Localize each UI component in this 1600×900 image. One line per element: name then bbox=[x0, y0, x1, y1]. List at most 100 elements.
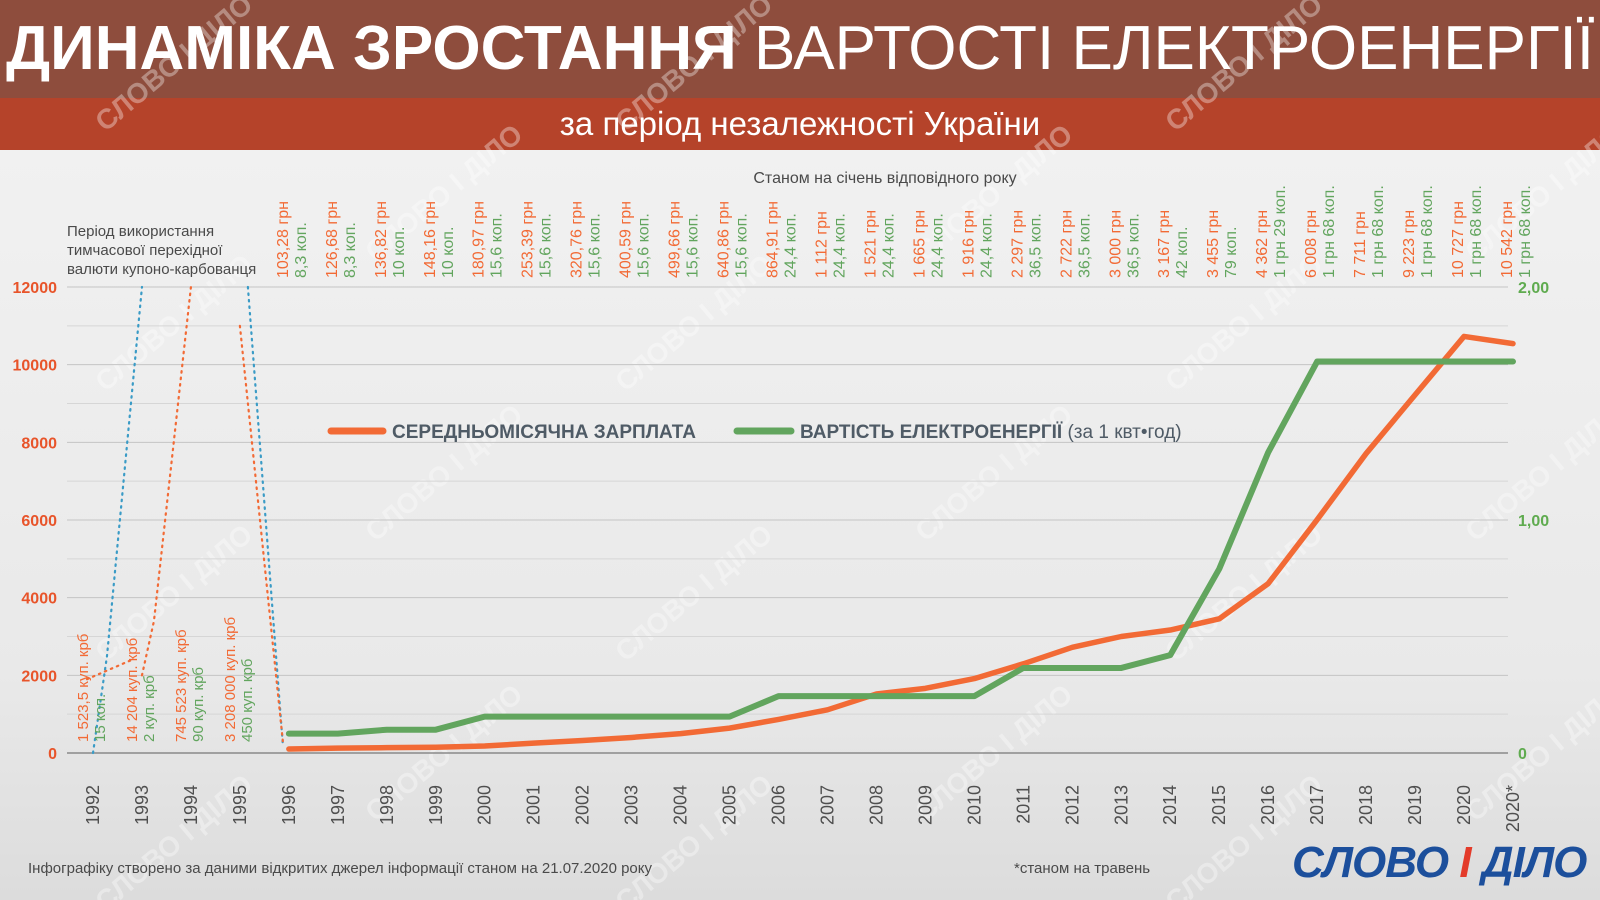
x-tick-label: 2020* bbox=[1503, 785, 1523, 832]
legend-electricity-unit: (за 1 квт•год) bbox=[1062, 422, 1181, 443]
subtitle-bar bbox=[0, 98, 1600, 150]
x-tick-label: 1999 bbox=[426, 785, 446, 825]
price-data-label: 15,6 коп. bbox=[734, 213, 751, 278]
x-tick-label: 2016 bbox=[1258, 785, 1278, 825]
x-tick-label: 2006 bbox=[769, 785, 789, 825]
watermark-text: СЛОВО І ДІЛО bbox=[1159, 0, 1328, 137]
salary-data-label: 10 542 грн bbox=[1499, 201, 1516, 278]
y-right-tick-label: 0 bbox=[1518, 746, 1527, 763]
salary-data-label: 1 916 грн bbox=[960, 210, 977, 278]
salary-data-label: 126,68 грн bbox=[324, 201, 341, 278]
price-data-label: 1 грн 68 коп. bbox=[1517, 185, 1534, 278]
coupon-period-note-line: тимчасової перехідної bbox=[67, 242, 223, 259]
price-data-label: 15,6 коп. bbox=[636, 213, 653, 278]
salary-data-label: 320,76 грн bbox=[569, 201, 586, 278]
x-tick-label: 1992 bbox=[83, 785, 103, 825]
salary-data-label: 9 223 грн bbox=[1401, 210, 1418, 278]
brand-part-2: І bbox=[1459, 838, 1471, 887]
coupon-salary-label: 745 523 куп. крб bbox=[173, 629, 190, 742]
x-tick-label: 1995 bbox=[230, 785, 250, 825]
y-left-tick-label: 8000 bbox=[21, 435, 57, 452]
price-data-label: 8,3 коп. bbox=[293, 222, 310, 278]
salary-data-label: 1 665 грн bbox=[911, 210, 928, 278]
title-bold: ДИНАМІКА ЗРОСТАННЯ bbox=[6, 14, 737, 83]
price-data-label: 36,5 коп. bbox=[1125, 213, 1142, 278]
x-tick-label: 2009 bbox=[915, 785, 935, 825]
salary-data-label: 640,86 грн bbox=[716, 201, 733, 278]
salary-data-label: 136,82 грн bbox=[373, 201, 390, 278]
y-left-tick-label: 10000 bbox=[13, 358, 58, 375]
price-data-label: 42 коп. bbox=[1174, 227, 1191, 278]
x-tick-label: 2018 bbox=[1356, 785, 1376, 825]
salary-data-label: 499,66 грн bbox=[667, 201, 684, 278]
x-tick-label: 2008 bbox=[866, 785, 886, 825]
coupon-price-label: 15 коп. bbox=[92, 694, 109, 742]
x-tick-label: 2004 bbox=[671, 785, 691, 825]
legend-salary-label: СЕРЕДНЬОМІСЯЧНА ЗАРПЛАТА bbox=[392, 422, 696, 443]
coupon-price-label: 2 куп. крб bbox=[141, 675, 158, 742]
watermark-text: СЛОВО І ДІЛО bbox=[609, 0, 778, 137]
coupon-period-note-line: Період використання bbox=[67, 223, 214, 240]
x-tick-label: 2017 bbox=[1307, 785, 1327, 825]
coupon-salary-dotted-line-95-96 bbox=[238, 324, 284, 743]
source-note: Інфографіку створено за даними відкритих… bbox=[28, 860, 653, 877]
coupon-salary-label: 14 204 куп. крб bbox=[124, 638, 141, 742]
price-data-label: 24,4 коп. bbox=[783, 213, 800, 278]
asterisk-note: *станом на травень bbox=[1014, 860, 1151, 877]
x-tick-label: 2000 bbox=[475, 785, 495, 825]
y-left-tick-label: 6000 bbox=[21, 513, 57, 530]
salary-data-label: 6 008 грн bbox=[1303, 210, 1320, 278]
watermark-text: СЛОВО І ДІЛО bbox=[909, 398, 1078, 547]
price-data-label: 1 грн 68 коп. bbox=[1321, 185, 1338, 278]
watermark-text: СЛОВО І ДІЛО bbox=[359, 398, 528, 547]
y-left-tick-label: 4000 bbox=[21, 591, 57, 608]
price-data-label: 1 грн 68 коп. bbox=[1468, 185, 1485, 278]
salary-data-label: 148,16 грн bbox=[422, 201, 439, 278]
x-tick-label: 1998 bbox=[377, 785, 397, 825]
price-data-label: 24,4 коп. bbox=[978, 213, 995, 278]
price-data-label: 1 грн 68 коп. bbox=[1419, 185, 1436, 278]
price-data-label: 1 грн 68 коп. bbox=[1370, 185, 1387, 278]
salary-data-label: 400,59 грн bbox=[618, 201, 635, 278]
coupon-salary-label: 3 208 000 куп. крб bbox=[222, 617, 239, 742]
y-right-tick-label: 2,00 bbox=[1518, 280, 1549, 297]
salary-data-label: 4 362 грн bbox=[1254, 210, 1271, 278]
brand-part-1: СЛОВО bbox=[1292, 838, 1449, 887]
price-data-label: 24,4 коп. bbox=[831, 213, 848, 278]
x-tick-label: 2019 bbox=[1405, 785, 1425, 825]
coupon-price-label: 450 куп. крб bbox=[239, 659, 256, 742]
x-tick-label: 1996 bbox=[279, 785, 299, 825]
salary-data-label: 864,91 грн bbox=[765, 201, 782, 278]
watermark-text: СЛОВО І ДІЛО bbox=[89, 0, 258, 137]
salary-series-line bbox=[286, 333, 1516, 752]
title-light: ВАРТОСТІ ЕЛЕКТРОЕНЕРГІЇ bbox=[753, 14, 1594, 83]
price-data-label: 24,4 коп. bbox=[929, 213, 946, 278]
x-tick-label: 2003 bbox=[622, 785, 642, 825]
salary-data-label: 7 711 грн bbox=[1352, 211, 1369, 278]
salary-data-label: 180,97 грн bbox=[471, 201, 488, 278]
watermark-text: СЛОВО І ДІЛО bbox=[609, 518, 778, 667]
x-tick-label: 2015 bbox=[1209, 785, 1229, 825]
x-tick-label: 2011 bbox=[1013, 785, 1033, 824]
header-bar bbox=[0, 0, 1600, 98]
x-tick-label: 1997 bbox=[328, 785, 348, 825]
x-tick-label: 2012 bbox=[1062, 785, 1082, 825]
salary-data-label: 1 521 грн bbox=[862, 210, 879, 278]
price-data-label: 15,6 коп. bbox=[538, 213, 555, 278]
x-tick-label: 2005 bbox=[720, 785, 740, 825]
salary-data-label: 2 297 грн bbox=[1009, 210, 1026, 278]
price-data-label: 10 коп. bbox=[391, 227, 408, 278]
price-data-label: 15,6 коп. bbox=[489, 213, 506, 278]
salary-data-label: 2 722 грн bbox=[1058, 210, 1075, 278]
coupon-price-dotted-line bbox=[91, 285, 144, 755]
salary-data-label: 3 167 грн bbox=[1156, 210, 1173, 278]
x-tick-label: 2013 bbox=[1111, 785, 1131, 825]
legend-electricity-name: ВАРТІСТЬ ЕЛЕКТРОЕНЕРГІЇ bbox=[800, 422, 1063, 443]
y-left-tick-label: 0 bbox=[48, 746, 57, 763]
price-data-label: 10 коп. bbox=[440, 227, 457, 278]
x-tick-label: 2001 bbox=[524, 785, 544, 825]
x-tick-label: 2020 bbox=[1454, 785, 1474, 825]
salary-data-label: 3 455 грн bbox=[1205, 210, 1222, 278]
price-data-label: 79 коп. bbox=[1223, 227, 1240, 278]
